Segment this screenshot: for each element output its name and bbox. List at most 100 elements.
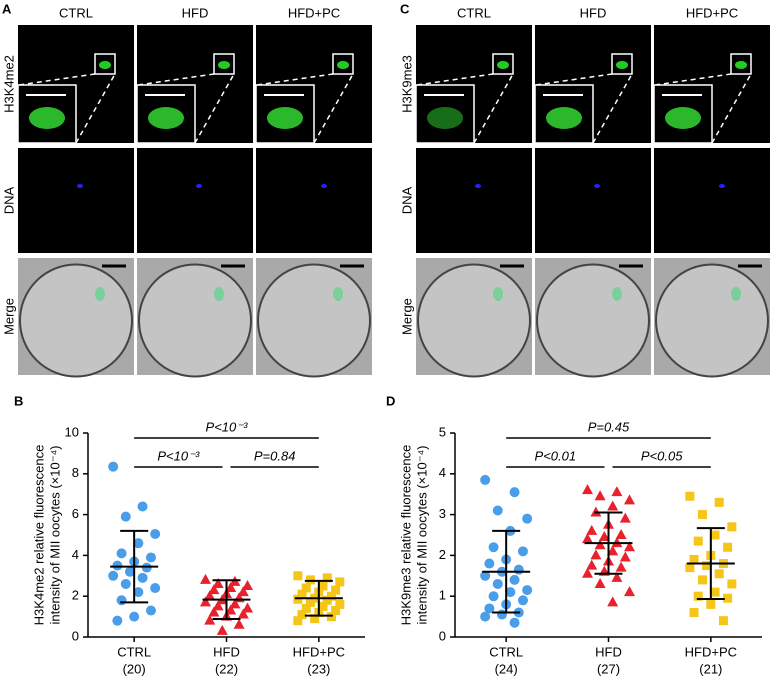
column-label: HFD [182, 5, 209, 20]
row-label: DNA [1, 186, 16, 214]
group [108, 461, 161, 626]
dot [505, 587, 516, 598]
dot [619, 512, 631, 523]
dash [535, 73, 613, 86]
dot [582, 533, 593, 544]
dot [685, 563, 695, 573]
image [416, 148, 532, 253]
group-count: (22) [215, 661, 238, 676]
dot [331, 585, 341, 595]
dot [484, 558, 495, 569]
inset-box [492, 53, 514, 75]
spot [99, 61, 111, 69]
spot [493, 287, 503, 301]
y-tick-label: 6 [72, 506, 79, 521]
dot [702, 561, 712, 571]
chromosomes [546, 107, 582, 129]
dot [689, 554, 699, 564]
chromosomes [267, 107, 303, 129]
dot [590, 549, 602, 560]
spot [333, 287, 343, 301]
dot [611, 571, 623, 582]
dash [473, 73, 514, 144]
dot [108, 570, 119, 581]
dot [297, 589, 307, 599]
dot [607, 500, 619, 511]
panel-letter: A [2, 1, 12, 16]
dot [120, 511, 131, 522]
dot [594, 577, 606, 588]
dot [137, 501, 148, 512]
dot [607, 545, 619, 556]
significance-label: P<0.05 [641, 448, 683, 463]
dot [326, 612, 336, 622]
oocyte [417, 263, 531, 378]
dash [654, 73, 732, 86]
dot [594, 539, 606, 550]
dot [116, 595, 127, 606]
inset-box [94, 53, 116, 75]
dot [582, 484, 593, 495]
chromosomes [148, 107, 184, 129]
column-label: CTRL [457, 5, 491, 20]
dot [492, 505, 503, 516]
inset-box [730, 53, 752, 75]
dot [293, 616, 303, 626]
group-count: (27) [597, 661, 620, 676]
dot [615, 529, 627, 539]
dot [723, 542, 733, 552]
image [256, 148, 372, 253]
dot [305, 597, 315, 607]
dot [225, 604, 237, 615]
dot [237, 586, 249, 597]
dot [150, 528, 161, 539]
dot [509, 617, 520, 628]
dot [718, 616, 728, 626]
dot [335, 599, 345, 609]
dot [522, 585, 533, 596]
spot [612, 287, 622, 301]
significance-label: P<10⁻³ [206, 419, 249, 434]
row-label: Merge [399, 298, 414, 335]
inset-box [611, 53, 633, 75]
dot [242, 602, 253, 613]
y-axis-label: H3K9me3 relative fluorescence [398, 445, 413, 626]
chromosomes [29, 107, 65, 129]
dot [693, 591, 703, 601]
y-tick-label: 8 [72, 465, 79, 480]
dot [598, 531, 610, 542]
chromosomes [427, 107, 463, 129]
spot [497, 61, 509, 69]
x-tick-label: HFD [213, 644, 240, 659]
y-tick-label: 1 [439, 588, 446, 603]
chromosomes [665, 107, 701, 129]
dot [615, 561, 627, 572]
dot [133, 587, 144, 598]
dot [697, 575, 707, 585]
y-tick-label: 4 [439, 465, 446, 480]
dot [112, 560, 123, 571]
dot [480, 611, 491, 622]
dot [145, 605, 156, 616]
x-tick-label: HFD [595, 644, 622, 659]
dot [624, 586, 635, 597]
dot [710, 587, 720, 597]
group-count: (24) [495, 661, 518, 676]
dash [194, 73, 235, 144]
row-label: Merge [1, 298, 16, 335]
dot [145, 552, 156, 563]
column-label: HFD+PC [686, 5, 738, 20]
dot [706, 599, 716, 609]
dna-spot [719, 184, 725, 188]
dot [301, 603, 311, 613]
dot [301, 583, 311, 593]
dna-spot [594, 184, 600, 188]
dot [208, 606, 220, 617]
row-label: H3K4me2 [1, 55, 16, 113]
dot [129, 611, 140, 622]
dot [693, 536, 703, 546]
dot [212, 600, 224, 611]
y-tick-label: 0 [439, 628, 446, 643]
y-axis-label: intensity of MII oocytes (×10⁻⁴) [47, 446, 62, 625]
x-tick-label: HFD+PC [685, 644, 737, 659]
